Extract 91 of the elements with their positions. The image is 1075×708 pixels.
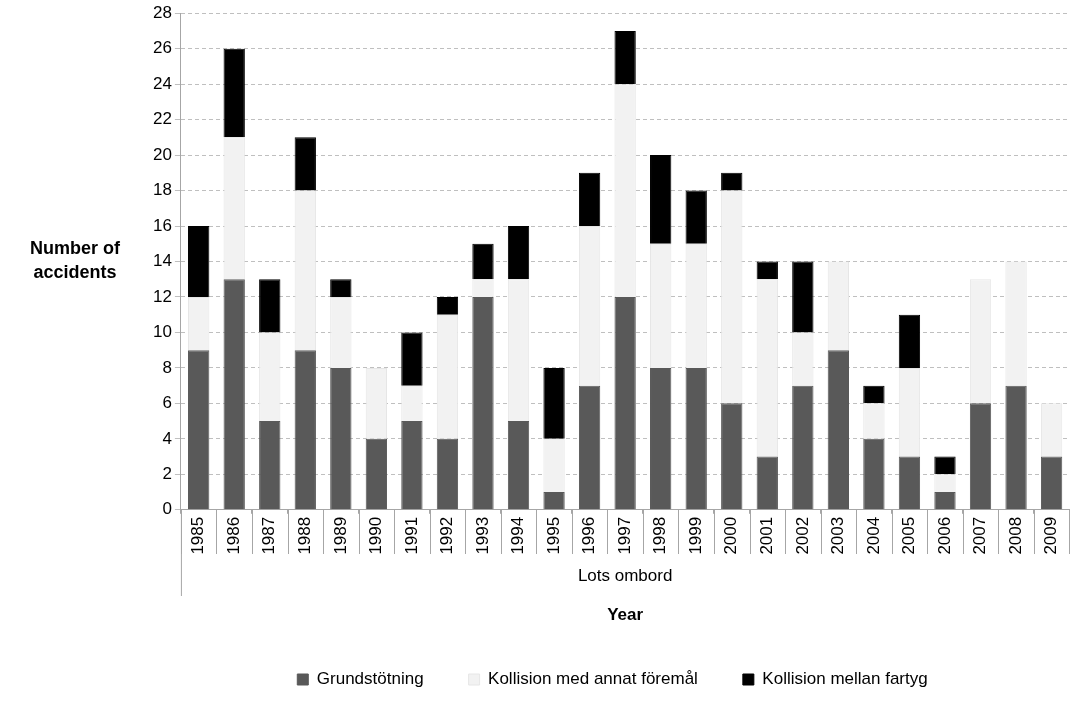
bar [721, 403, 743, 510]
legend-label: Kollision med annat föremål [488, 669, 698, 689]
bar [934, 492, 956, 510]
bar [436, 438, 459, 510]
x-tick-label: 2008 [1005, 516, 1025, 555]
x-tick-label: 2001 [756, 516, 776, 555]
text: Lots ombord [577, 565, 673, 585]
bar [543, 367, 565, 439]
x-tick-label: 1999 [685, 516, 705, 555]
y-tick-label: 22 [152, 109, 172, 129]
x-tick-label: 2009 [1041, 516, 1061, 555]
x-tick-label: 1987 [259, 516, 279, 555]
y-tick-label: 16 [152, 215, 172, 235]
bar [578, 385, 601, 510]
bar [756, 261, 778, 280]
x-tick-label: 1995 [543, 516, 563, 555]
bar [614, 296, 636, 510]
bar [188, 350, 210, 510]
bar [1005, 385, 1027, 510]
bar [685, 367, 707, 510]
legend-label: Kollision mellan fartyg [762, 669, 928, 689]
x-tick-label: 2005 [899, 516, 919, 555]
bar [898, 456, 921, 510]
y-tick-label: 24 [152, 73, 172, 93]
bar [650, 155, 672, 244]
bar [188, 226, 210, 297]
x-tick-label: 2000 [721, 516, 741, 555]
bar [330, 367, 352, 510]
bar [650, 367, 672, 510]
y-tick-label: 4 [162, 428, 172, 448]
bar [294, 350, 316, 510]
y-tick-label: 10 [152, 322, 172, 342]
y-tick-label: 14 [152, 251, 172, 271]
bar [934, 456, 956, 475]
x-tick-label: 1998 [650, 516, 670, 555]
x-tick-label: 1988 [294, 516, 314, 555]
bar [472, 296, 494, 510]
bar [863, 438, 885, 510]
y-tick-label: 8 [162, 357, 172, 377]
x-tick-label: 1993 [472, 516, 492, 555]
x-tick-label: 1996 [579, 516, 599, 555]
x-axis-title: Year [607, 605, 644, 625]
y-tick-label: 12 [152, 286, 172, 306]
x-tick-label: 1991 [401, 516, 421, 555]
y-tick-label: 6 [162, 393, 172, 413]
bar [330, 279, 352, 297]
bar [721, 172, 743, 191]
y-axis-title: Number of accidents [30, 238, 122, 283]
bar [1040, 456, 1063, 510]
bar [614, 30, 636, 85]
x-tick-label: 1989 [330, 516, 350, 555]
x-tick-label: 1994 [508, 516, 528, 555]
bar [543, 492, 565, 510]
bar [507, 226, 530, 280]
bar [685, 190, 707, 244]
x-tick-label: 2007 [970, 516, 990, 555]
legend-label: Grundstötning [316, 669, 424, 689]
y-tick-label: 2 [162, 464, 172, 483]
bar [223, 48, 245, 138]
x-tick-label: 2004 [863, 516, 883, 555]
x-tick-label: 2003 [828, 516, 848, 555]
bar [223, 279, 245, 510]
bar [436, 296, 459, 315]
bar [863, 385, 885, 404]
bar [827, 350, 850, 510]
bar [401, 421, 423, 510]
x-tick-label: 1992 [437, 516, 457, 555]
y-tick-label: 0 [162, 499, 172, 519]
x-tick-label: 1990 [366, 516, 386, 555]
bar [259, 421, 281, 510]
y-tick-label: 26 [152, 38, 172, 58]
x-tick-label: 2006 [934, 516, 954, 555]
x-tick-label: 1997 [614, 516, 634, 555]
y-tick-label: 20 [152, 144, 172, 164]
bar [792, 261, 814, 333]
bar [365, 438, 388, 510]
y-tick-label: 18 [152, 180, 172, 200]
bar [756, 456, 778, 510]
bar [578, 172, 601, 227]
bar [969, 403, 992, 510]
bar [401, 332, 423, 386]
bar [792, 385, 814, 510]
x-tick-label: 2002 [792, 516, 812, 555]
y-tick-label: 28 [152, 2, 172, 22]
bar [259, 279, 281, 333]
bar [472, 243, 494, 280]
x-tick-label: 1986 [223, 516, 243, 555]
bar [898, 314, 921, 368]
bar [294, 137, 316, 191]
bar [507, 421, 530, 510]
x-tick-label: 1985 [188, 516, 208, 555]
